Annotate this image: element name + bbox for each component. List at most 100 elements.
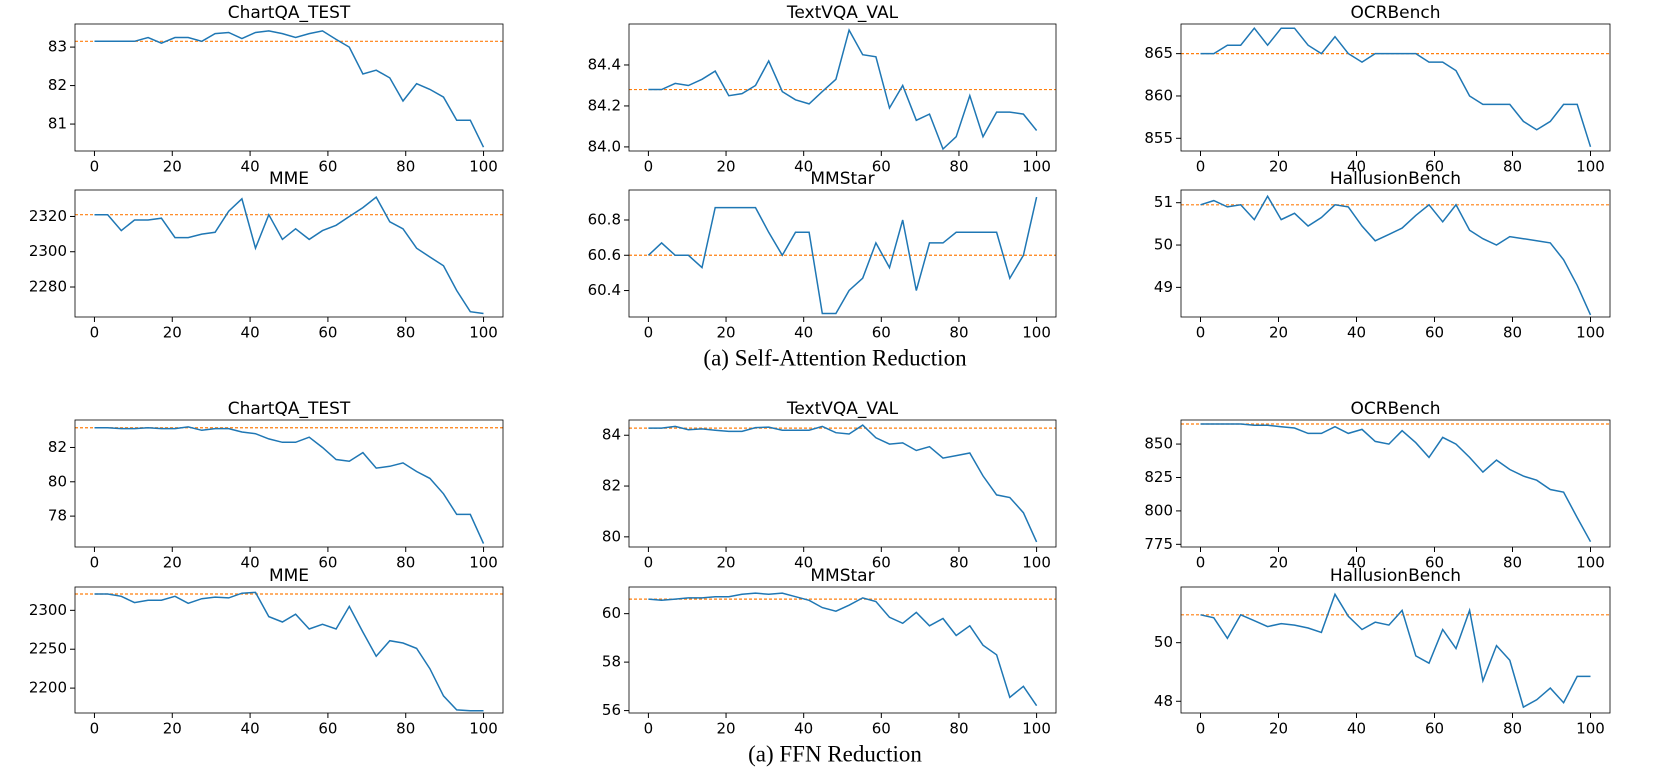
- x-tick-label: 100: [1022, 324, 1051, 342]
- series-line: [94, 591, 484, 712]
- plot-frame: [628, 586, 1057, 714]
- x-tick-label: 40: [241, 720, 260, 738]
- chart-title: MMStar: [810, 566, 874, 586]
- plot-frame: [74, 419, 504, 548]
- x-tick-label: 40: [241, 324, 260, 342]
- x-tick-label: 80: [396, 158, 415, 176]
- x-tick-label: 20: [163, 720, 182, 738]
- y-tick-label: 80: [602, 527, 621, 545]
- y-tick-label: 82: [48, 76, 67, 94]
- x-tick-label: 0: [90, 554, 100, 572]
- y-tick-label: 81: [48, 115, 67, 133]
- x-tick-label: 100: [1022, 158, 1051, 176]
- y-tick-label: 49: [1154, 278, 1173, 296]
- y-tick-label: 80: [48, 472, 67, 490]
- plot-frame: [1180, 419, 1611, 548]
- x-tick-label: 80: [949, 720, 968, 738]
- chart-title: OCRBench: [1350, 399, 1440, 419]
- y-tick-label: 2250: [29, 640, 67, 658]
- x-tick-label: 40: [794, 158, 813, 176]
- series-line: [1200, 26, 1592, 148]
- x-tick-label: 100: [1022, 720, 1051, 738]
- y-tick-label: 2200: [29, 679, 67, 697]
- x-tick-label: 100: [1022, 554, 1051, 572]
- x-tick-label: 0: [644, 554, 654, 572]
- y-tick-label: 60.6: [588, 246, 621, 264]
- x-tick-label: 40: [1347, 720, 1366, 738]
- y-tick-label: 50: [1154, 633, 1173, 651]
- y-tick-label: 800: [1144, 501, 1173, 519]
- x-tick-label: 20: [716, 554, 735, 572]
- x-tick-label: 80: [1503, 324, 1522, 342]
- x-tick-label: 60: [872, 324, 891, 342]
- x-tick-label: 20: [716, 158, 735, 176]
- y-tick-label: 855: [1144, 129, 1173, 147]
- x-tick-label: 20: [716, 720, 735, 738]
- series-line: [94, 426, 485, 544]
- y-tick-label: 84.4: [588, 55, 621, 73]
- x-tick-label: 60: [318, 554, 337, 572]
- chart-title: ChartQA_TEST: [228, 399, 351, 419]
- x-tick-label: 40: [1347, 158, 1366, 176]
- x-tick-label: 40: [241, 158, 260, 176]
- y-tick-label: 48: [1154, 692, 1173, 710]
- chart-title: HallusionBench: [1330, 169, 1461, 189]
- plot-frame: [628, 419, 1057, 548]
- y-tick-label: 84.0: [588, 137, 621, 155]
- x-tick-label: 80: [396, 554, 415, 572]
- plot-frame: [74, 23, 504, 152]
- series-line: [94, 195, 484, 315]
- x-tick-label: 60: [872, 720, 891, 738]
- x-tick-label: 80: [396, 720, 415, 738]
- plot-frame: [1180, 23, 1611, 152]
- y-tick-label: 2300: [29, 601, 67, 619]
- x-tick-label: 100: [469, 324, 498, 342]
- x-tick-label: 60: [1425, 158, 1444, 176]
- x-tick-label: 40: [1347, 554, 1366, 572]
- x-tick-label: 40: [241, 554, 260, 572]
- y-tick-label: 775: [1144, 535, 1173, 553]
- y-tick-label: 825: [1144, 468, 1173, 486]
- chart-title: MME: [269, 566, 309, 586]
- x-tick-label: 40: [794, 720, 813, 738]
- chart-title: ChartQA_TEST: [228, 3, 351, 23]
- x-tick-label: 20: [1269, 554, 1288, 572]
- x-tick-label: 40: [794, 324, 813, 342]
- x-tick-label: 60: [318, 324, 337, 342]
- caption: (a) FFN Reduction: [748, 741, 922, 766]
- y-tick-label: 82: [602, 477, 621, 495]
- x-tick-label: 0: [1196, 720, 1206, 738]
- x-tick-label: 0: [644, 720, 654, 738]
- y-tick-label: 865: [1144, 44, 1173, 62]
- x-tick-label: 0: [90, 158, 100, 176]
- series-line: [1200, 423, 1592, 543]
- x-tick-label: 100: [469, 158, 498, 176]
- y-tick-label: 2280: [29, 278, 67, 296]
- y-tick-label: 82: [48, 438, 67, 456]
- y-tick-label: 78: [48, 507, 67, 525]
- chart-title: TextVQA_VAL: [786, 3, 899, 23]
- x-tick-label: 80: [949, 324, 968, 342]
- x-tick-label: 20: [716, 324, 735, 342]
- x-tick-label: 60: [318, 720, 337, 738]
- x-tick-label: 0: [1196, 324, 1206, 342]
- x-tick-label: 80: [949, 158, 968, 176]
- chart-title: MME: [269, 169, 309, 189]
- series-line: [648, 424, 1038, 543]
- chart-title: TextVQA_VAL: [786, 399, 899, 419]
- plot-frame: [628, 189, 1057, 318]
- x-tick-label: 20: [1269, 720, 1288, 738]
- x-tick-label: 60: [1425, 554, 1444, 572]
- x-tick-label: 80: [949, 554, 968, 572]
- series-line: [1200, 592, 1591, 709]
- y-tick-label: 56: [602, 701, 621, 719]
- y-tick-label: 2320: [29, 207, 67, 225]
- x-tick-label: 60: [318, 158, 337, 176]
- x-tick-label: 0: [644, 324, 654, 342]
- y-tick-label: 850: [1144, 435, 1173, 453]
- plot-frame: [74, 586, 504, 714]
- plot-frame: [628, 23, 1057, 152]
- chart-title: OCRBench: [1350, 3, 1440, 23]
- x-tick-label: 0: [1196, 158, 1206, 176]
